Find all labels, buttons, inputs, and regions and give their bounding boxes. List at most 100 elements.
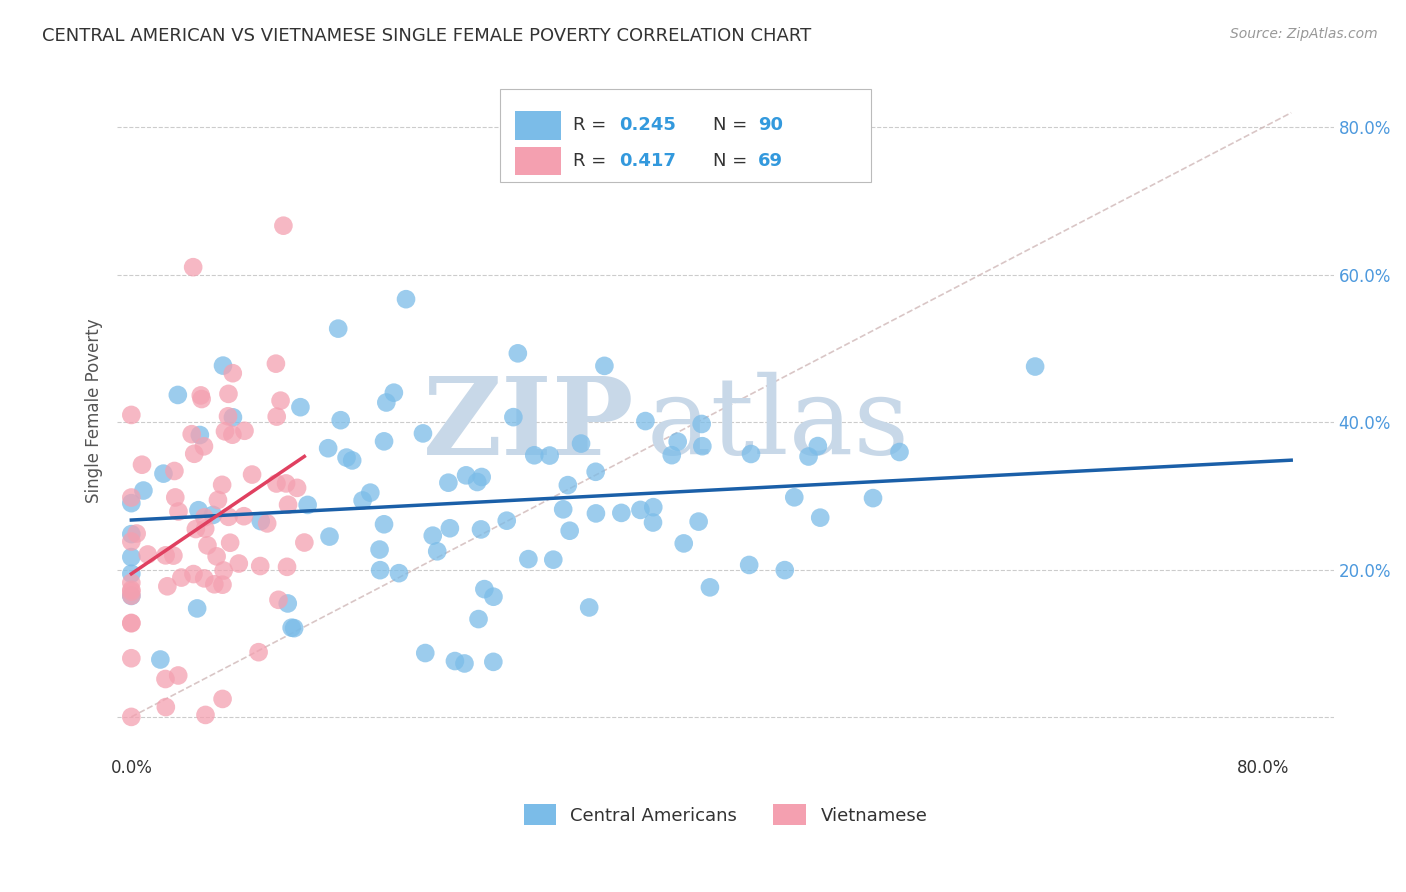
Point xyxy=(217,409,239,424)
Point xyxy=(187,503,209,517)
Point xyxy=(276,559,298,574)
Point xyxy=(232,509,254,524)
Point xyxy=(426,544,449,558)
Point xyxy=(197,538,219,552)
Point xyxy=(495,514,517,528)
Point xyxy=(120,589,142,603)
Point xyxy=(340,453,363,467)
Point xyxy=(699,580,721,594)
Point xyxy=(543,552,565,566)
Point xyxy=(643,500,665,515)
Point xyxy=(688,515,710,529)
Point xyxy=(120,584,142,599)
Point xyxy=(155,672,177,686)
Point xyxy=(218,509,240,524)
Point xyxy=(471,470,494,484)
Point xyxy=(240,467,263,482)
Point xyxy=(797,450,820,464)
Point xyxy=(214,425,236,439)
Point xyxy=(120,575,142,590)
Text: ZIP: ZIP xyxy=(423,372,634,478)
Point xyxy=(207,492,229,507)
Point xyxy=(132,483,155,498)
Point xyxy=(149,652,172,666)
Point xyxy=(467,612,489,626)
Point xyxy=(211,692,233,706)
Point xyxy=(120,616,142,631)
Point xyxy=(219,535,242,549)
Point xyxy=(163,464,186,478)
Point xyxy=(482,590,505,604)
Point xyxy=(165,491,187,505)
Point xyxy=(190,392,212,406)
Point xyxy=(120,566,142,581)
Point xyxy=(506,346,529,360)
Point xyxy=(437,475,460,490)
Point xyxy=(120,615,142,630)
Point xyxy=(120,550,142,565)
Point xyxy=(267,592,290,607)
Point xyxy=(569,436,592,450)
Point xyxy=(194,707,217,722)
Point xyxy=(183,447,205,461)
Point xyxy=(193,510,215,524)
Point xyxy=(201,508,224,522)
Point xyxy=(277,597,299,611)
Point xyxy=(807,439,830,453)
Point xyxy=(162,549,184,563)
Text: N =: N = xyxy=(713,116,754,135)
Point xyxy=(641,516,664,530)
Point xyxy=(661,448,683,462)
Point xyxy=(181,260,204,275)
Point xyxy=(666,434,689,449)
Point xyxy=(412,426,434,441)
Point xyxy=(155,549,177,563)
Point xyxy=(368,563,391,577)
Point xyxy=(413,646,436,660)
Point xyxy=(266,476,288,491)
Point xyxy=(610,506,633,520)
Text: R =: R = xyxy=(574,152,613,170)
Point xyxy=(329,413,352,427)
Point xyxy=(439,521,461,535)
Point xyxy=(221,427,243,442)
Point xyxy=(202,577,225,591)
Point xyxy=(373,517,395,532)
Point xyxy=(523,448,546,462)
Point xyxy=(249,514,271,528)
Point xyxy=(359,485,381,500)
Point xyxy=(328,321,350,335)
Point xyxy=(388,566,411,581)
Point xyxy=(690,417,713,431)
Point xyxy=(368,542,391,557)
Point xyxy=(155,700,177,714)
Point xyxy=(285,481,308,495)
Text: atlas: atlas xyxy=(647,372,910,477)
Point xyxy=(120,491,142,505)
Point xyxy=(120,651,142,665)
Point xyxy=(120,589,142,603)
Point xyxy=(274,476,297,491)
Point xyxy=(672,536,695,550)
Point xyxy=(453,657,475,671)
Point xyxy=(553,502,575,516)
Point xyxy=(773,563,796,577)
Point xyxy=(120,582,142,597)
Point xyxy=(316,441,339,455)
Point xyxy=(205,549,228,564)
Text: 90: 90 xyxy=(758,116,783,135)
Point xyxy=(630,503,652,517)
Text: R =: R = xyxy=(574,116,613,135)
Point xyxy=(180,427,202,442)
Point xyxy=(502,410,524,425)
Point xyxy=(120,527,142,541)
Point xyxy=(585,465,607,479)
Point xyxy=(444,654,467,668)
Point xyxy=(297,498,319,512)
Point xyxy=(249,559,271,574)
Point xyxy=(217,387,239,401)
Point xyxy=(247,645,270,659)
Point xyxy=(277,498,299,512)
Point xyxy=(482,655,505,669)
Point xyxy=(783,491,806,505)
